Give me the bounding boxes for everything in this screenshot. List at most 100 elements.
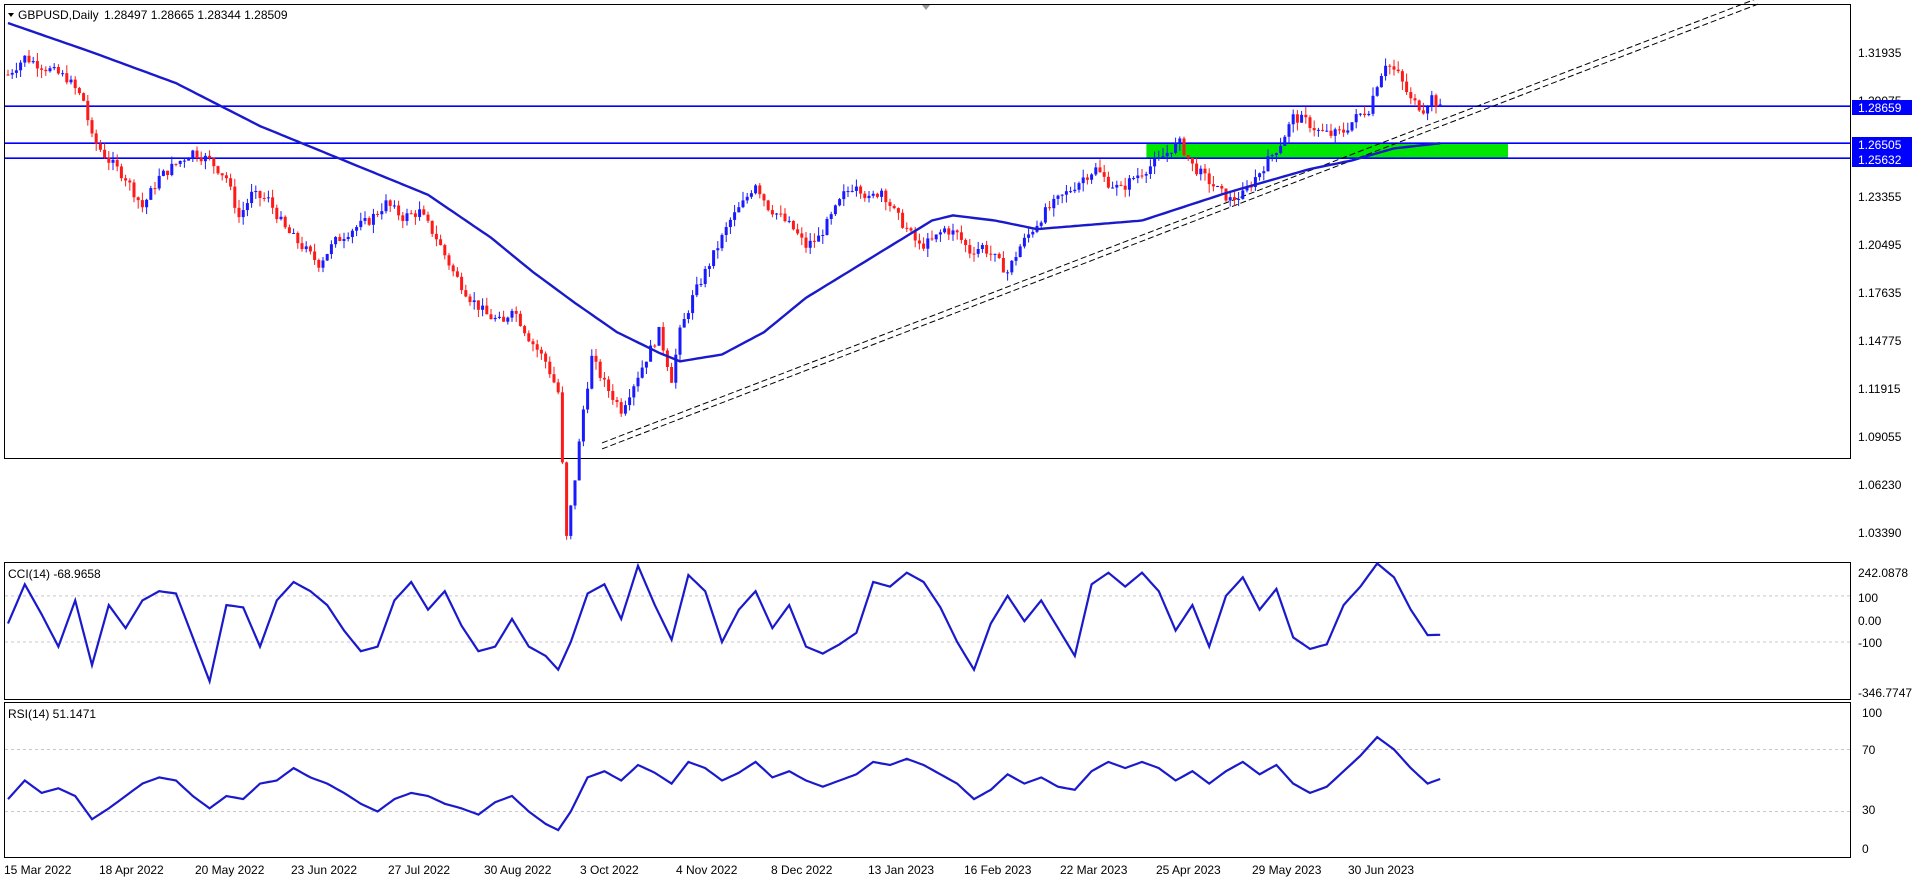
price-tick: 1.23355 xyxy=(1858,190,1902,204)
cci-tick: -100 xyxy=(1858,636,1882,650)
candle-body xyxy=(1358,113,1362,115)
candle-body xyxy=(178,160,182,164)
time-label: 22 Mar 2023 xyxy=(1060,863,1128,877)
candle-body xyxy=(82,93,86,101)
candle-body xyxy=(657,327,661,346)
candle-body xyxy=(632,386,636,398)
candle-body xyxy=(947,228,951,235)
candle-body xyxy=(602,377,606,380)
candle-body xyxy=(262,197,266,199)
candle-body xyxy=(1388,65,1392,67)
candle-body xyxy=(451,265,455,272)
candle-body xyxy=(220,173,224,176)
candle-body xyxy=(913,230,917,241)
candle-body xyxy=(661,327,665,351)
candle-body xyxy=(1186,155,1190,159)
moving-average-line xyxy=(7,21,1441,363)
candle-body xyxy=(1140,175,1144,177)
candle-body xyxy=(1375,87,1379,96)
candle-body xyxy=(119,166,123,179)
candle-body xyxy=(468,296,472,303)
time-label: 27 Jul 2022 xyxy=(388,863,450,877)
candle-body xyxy=(590,355,594,389)
candle-body xyxy=(1287,124,1291,137)
candle-body xyxy=(489,314,493,320)
candle-body xyxy=(405,213,409,221)
candle-body xyxy=(1270,155,1274,157)
candle-body xyxy=(724,227,728,236)
candle-body xyxy=(1367,113,1371,116)
candle-body xyxy=(838,199,842,206)
candle-body xyxy=(187,158,191,161)
candle-body xyxy=(6,74,10,76)
candle-body xyxy=(107,157,111,163)
candle-body xyxy=(1237,198,1241,200)
candle-body xyxy=(224,175,228,179)
candle-body xyxy=(460,276,464,291)
candle-body xyxy=(943,228,947,233)
candle-body xyxy=(182,160,186,162)
candle-body xyxy=(812,240,816,242)
candle-body xyxy=(367,218,371,225)
candle-body xyxy=(716,248,720,251)
candle-body xyxy=(485,305,489,315)
candle-body xyxy=(976,249,980,254)
candle-body xyxy=(527,333,531,342)
cci-tick: 0.00 xyxy=(1858,614,1882,628)
level-price-box: 1.28659 xyxy=(1852,100,1912,115)
candle-body xyxy=(153,188,157,190)
candle-body xyxy=(266,197,270,199)
candle-body xyxy=(955,230,959,233)
candle-body xyxy=(712,250,716,267)
candle-body xyxy=(476,300,480,310)
candle-body xyxy=(1190,158,1194,164)
candle-body xyxy=(636,377,640,387)
candle-body xyxy=(1321,129,1325,131)
candle-body xyxy=(930,238,934,240)
candle-body xyxy=(304,246,308,250)
candle-body xyxy=(1174,143,1178,153)
candle-body xyxy=(523,326,527,334)
candle-body xyxy=(1199,168,1203,175)
candle-body xyxy=(1043,207,1047,223)
candle-body xyxy=(283,216,287,228)
candle-body xyxy=(1232,197,1236,200)
candle-body xyxy=(342,238,346,241)
candle-body xyxy=(31,61,35,63)
candle-body xyxy=(1119,184,1123,186)
rsi-tick: 100 xyxy=(1862,706,1882,720)
candle-body xyxy=(1409,92,1413,99)
candle-body xyxy=(880,190,884,197)
candle-body xyxy=(770,210,774,215)
cci-line xyxy=(6,561,1441,686)
candle-body xyxy=(691,295,695,314)
candle-body xyxy=(195,150,199,159)
candle-body xyxy=(1207,173,1211,185)
candle-body xyxy=(157,175,161,189)
price-axis: 1.31935 1.29075 1.23355 1.20495 1.17635 … xyxy=(1858,46,1902,540)
candle-body xyxy=(892,205,896,209)
candle-body xyxy=(363,218,367,221)
candle-body xyxy=(355,227,359,231)
candle-body xyxy=(52,66,56,69)
candle-body xyxy=(783,213,787,222)
time-label: 25 Apr 2023 xyxy=(1156,863,1221,877)
cci-tick: 242.0878 xyxy=(1858,566,1908,580)
symbol-dropdown-icon[interactable] xyxy=(8,13,14,17)
candle-body xyxy=(640,367,644,378)
candle-body xyxy=(1291,114,1295,125)
candle-body xyxy=(867,195,871,199)
cci-tick: -346.7747 xyxy=(1858,686,1912,700)
scroll-marker-icon[interactable] xyxy=(922,5,930,10)
candle-body xyxy=(951,230,955,235)
candle-body xyxy=(27,55,31,63)
candle-body xyxy=(703,268,707,284)
candle-body xyxy=(308,246,312,252)
candle-body xyxy=(447,255,451,266)
time-label: 4 Nov 2022 xyxy=(676,863,738,877)
candle-body xyxy=(586,388,590,410)
candle-body xyxy=(401,215,405,221)
candle-body xyxy=(145,199,149,208)
cci-plot xyxy=(5,561,1850,686)
